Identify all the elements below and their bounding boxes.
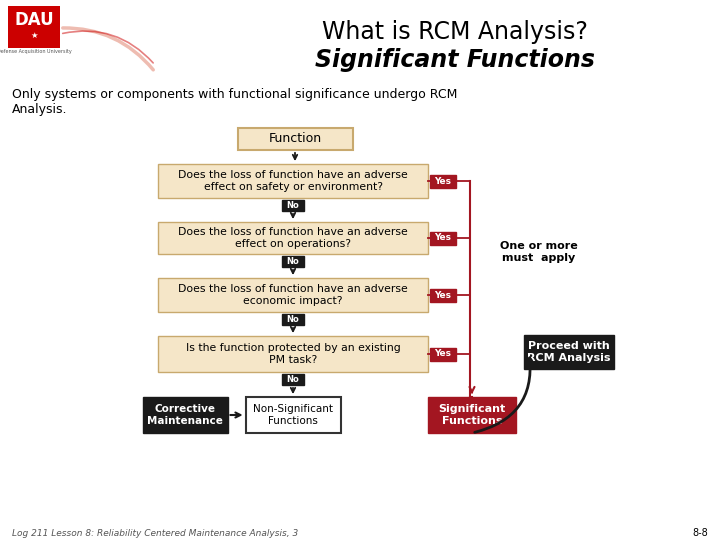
FancyBboxPatch shape bbox=[430, 174, 456, 187]
Text: Does the loss of function have an adverse
effect on safety or environment?: Does the loss of function have an advers… bbox=[178, 170, 408, 192]
Text: Significant Functions: Significant Functions bbox=[315, 48, 595, 72]
Text: 8-8: 8-8 bbox=[692, 528, 708, 538]
FancyBboxPatch shape bbox=[158, 336, 428, 372]
Text: ★: ★ bbox=[30, 30, 37, 39]
Text: No: No bbox=[287, 375, 300, 384]
Text: Yes: Yes bbox=[434, 291, 451, 300]
Text: Does the loss of function have an adverse
effect on operations?: Does the loss of function have an advers… bbox=[178, 227, 408, 249]
FancyBboxPatch shape bbox=[282, 200, 304, 211]
Text: No: No bbox=[287, 315, 300, 324]
Text: Proceed with
RCM Analysis: Proceed with RCM Analysis bbox=[527, 341, 611, 363]
FancyArrowPatch shape bbox=[63, 28, 153, 70]
FancyBboxPatch shape bbox=[8, 6, 60, 48]
FancyBboxPatch shape bbox=[430, 232, 456, 245]
Text: No: No bbox=[287, 201, 300, 210]
FancyBboxPatch shape bbox=[524, 335, 614, 369]
FancyBboxPatch shape bbox=[282, 374, 304, 385]
FancyBboxPatch shape bbox=[282, 314, 304, 325]
Text: Does the loss of function have an adverse
economic impact?: Does the loss of function have an advers… bbox=[178, 284, 408, 306]
FancyBboxPatch shape bbox=[246, 397, 341, 433]
Text: Non-Significant
Functions: Non-Significant Functions bbox=[253, 404, 333, 426]
FancyBboxPatch shape bbox=[238, 128, 353, 150]
FancyBboxPatch shape bbox=[158, 164, 428, 198]
Text: Significant
Functions: Significant Functions bbox=[438, 404, 505, 426]
Text: Corrective
Maintenance: Corrective Maintenance bbox=[147, 404, 223, 426]
Text: Only systems or components with functional significance undergo RCM
Analysis.: Only systems or components with function… bbox=[12, 88, 457, 116]
Text: Yes: Yes bbox=[434, 233, 451, 242]
Text: What is RCM Analysis?: What is RCM Analysis? bbox=[322, 20, 588, 44]
Text: DAU: DAU bbox=[14, 11, 54, 29]
FancyBboxPatch shape bbox=[282, 256, 304, 267]
Text: Yes: Yes bbox=[434, 177, 451, 186]
FancyBboxPatch shape bbox=[158, 278, 428, 312]
Text: Log 211 Lesson 8: Reliability Centered Maintenance Analysis, 3: Log 211 Lesson 8: Reliability Centered M… bbox=[12, 529, 298, 537]
FancyBboxPatch shape bbox=[430, 348, 456, 361]
Text: Defense Acquisition University: Defense Acquisition University bbox=[0, 49, 71, 53]
Text: One or more
must  apply: One or more must apply bbox=[500, 241, 577, 263]
FancyBboxPatch shape bbox=[158, 222, 428, 254]
Text: No: No bbox=[287, 257, 300, 266]
FancyBboxPatch shape bbox=[428, 397, 516, 433]
FancyArrowPatch shape bbox=[63, 31, 153, 63]
FancyBboxPatch shape bbox=[430, 288, 456, 301]
Text: Function: Function bbox=[269, 132, 322, 145]
FancyBboxPatch shape bbox=[143, 397, 228, 433]
Text: Yes: Yes bbox=[434, 349, 451, 359]
Text: Is the function protected by an existing
PM task?: Is the function protected by an existing… bbox=[186, 343, 400, 365]
